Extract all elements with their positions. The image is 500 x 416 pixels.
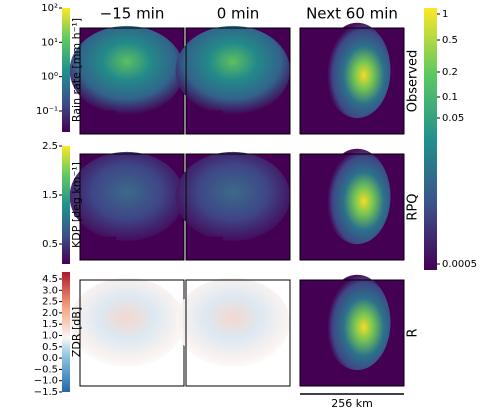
panels [69, 22, 405, 387]
column-title: −15 min [100, 5, 165, 23]
colorbar-label: ZDR [dB] [70, 307, 83, 357]
precip-field [323, 148, 391, 245]
tick-label: 0.0 [42, 353, 58, 364]
no-data-region [80, 110, 117, 134]
colorbar [62, 272, 70, 392]
tick-label: 2.5 [42, 297, 58, 308]
panel-frame [185, 27, 291, 135]
tick-label: −1.5 [34, 387, 58, 398]
tick-label: 4.5 [42, 274, 58, 285]
panel-frame [299, 153, 405, 261]
precip-field [69, 277, 184, 367]
tick-label: 10⁰ [41, 72, 58, 83]
precip-field [175, 25, 290, 115]
tick-label: 1.5 [42, 319, 58, 330]
tick-label: 2.5 [42, 141, 58, 152]
tick-label: 1.0 [42, 331, 58, 342]
row-label: Observed [406, 50, 421, 113]
tick-label: 0.05 [442, 113, 464, 124]
tick-label: 3.0 [42, 285, 58, 296]
precip-field [323, 22, 391, 119]
no-data-region [80, 236, 117, 260]
precip-field [175, 151, 290, 241]
precip-field [323, 274, 391, 371]
tick-label: 10¹ [41, 37, 58, 48]
column-title: Next 60 min [306, 5, 398, 23]
tick-label: 0.1 [442, 92, 458, 103]
tick-label: 10⁻¹ [36, 106, 58, 117]
column-title: 0 min [217, 5, 260, 23]
colorbar [62, 8, 70, 132]
panel-frame [299, 27, 405, 135]
row-label: R [406, 328, 421, 337]
precip-field [69, 25, 184, 115]
tick-label: 0.5 [442, 35, 458, 46]
no-data-region [186, 236, 223, 260]
tick-label: 10² [41, 3, 58, 14]
panel-frame [185, 279, 291, 387]
colorbar [62, 146, 70, 264]
tick-label: 0.5 [42, 342, 58, 353]
scale-bar-label: 256 km [331, 397, 373, 410]
tick-label: 0.5 [42, 239, 58, 250]
tick-label: 0.0005 [442, 259, 477, 270]
tick-label: 1.5 [42, 190, 58, 201]
panel-frame [299, 279, 405, 387]
precip-field [175, 277, 290, 367]
colorbar-label: KDP [deg km⁻¹] [70, 162, 83, 248]
tick-label: 0.2 [442, 67, 458, 78]
tick-label: −1.0 [34, 376, 58, 387]
tick-label: −0.5 [34, 364, 58, 375]
tick-label: 1 [442, 9, 448, 20]
panel-frame [185, 153, 291, 261]
row-label: RPQ [406, 193, 421, 220]
precip-field [69, 151, 184, 241]
colorbar-label: Rain rate [mm h⁻¹] [70, 18, 83, 122]
tick-label: 2.0 [42, 308, 58, 319]
colorbar [424, 8, 437, 270]
no-data-region [186, 110, 223, 134]
